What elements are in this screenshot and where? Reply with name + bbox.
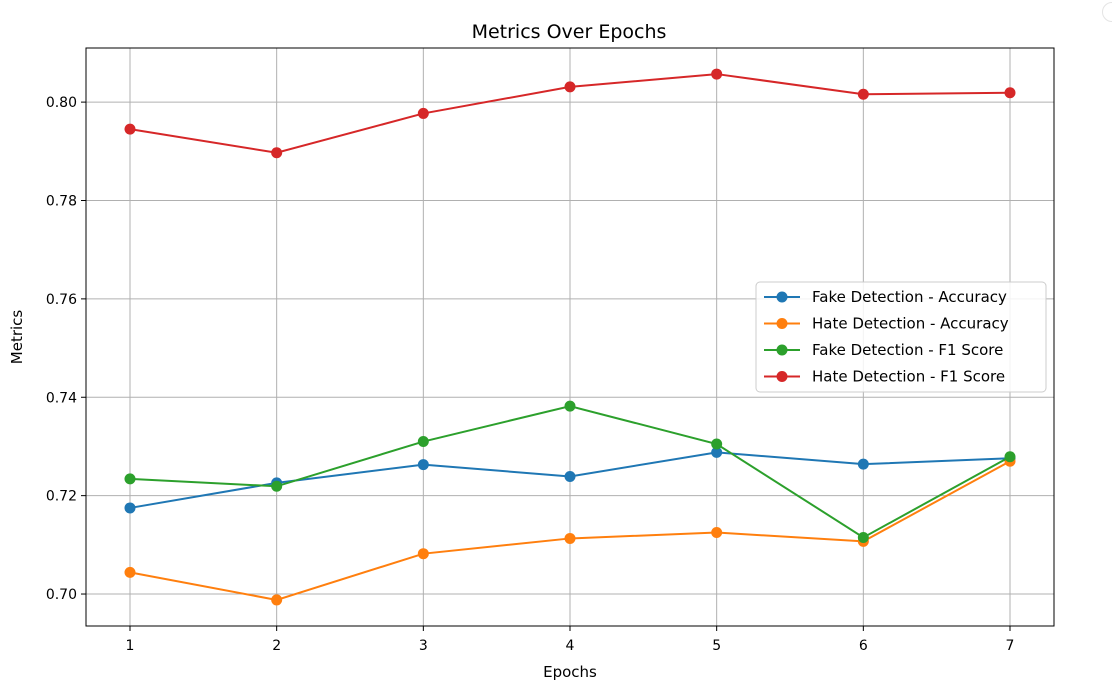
legend-box xyxy=(755,281,1047,393)
legend-marker xyxy=(776,344,788,356)
legend-label: Fake Detection - F1 Score xyxy=(812,341,1003,359)
data-point xyxy=(1004,87,1016,99)
legend-marker xyxy=(776,291,788,303)
series-lines xyxy=(124,68,1016,606)
axis-ticks: 1 2 3 4 5 6 7 0.70 0.72 0.74 0.76 0.78 0.80 xyxy=(46,95,1015,654)
data-point xyxy=(711,438,723,450)
x-tick-label: 3 xyxy=(419,638,428,654)
legend-label: Hate Detection - Accuracy xyxy=(812,315,1009,333)
data-point xyxy=(271,480,283,492)
data-point xyxy=(124,502,136,514)
data-point xyxy=(124,123,136,135)
y-tick-label: 0.78 xyxy=(46,193,77,209)
data-point xyxy=(271,147,283,159)
data-point xyxy=(857,458,869,470)
chart-title: Metrics Over Epochs xyxy=(472,21,667,43)
data-point xyxy=(564,470,576,482)
x-tick-label: 1 xyxy=(126,638,135,654)
x-tick-label: 7 xyxy=(1006,638,1015,654)
data-point xyxy=(564,81,576,93)
data-point xyxy=(711,446,723,458)
x-tick-label: 5 xyxy=(712,638,721,654)
x-tick-label: 6 xyxy=(859,638,868,654)
data-point xyxy=(124,566,136,578)
data-point xyxy=(1004,451,1016,463)
legend: Fake Detection - Accuracy Hate Detection … xyxy=(755,281,1047,393)
y-tick-label: 0.74 xyxy=(46,390,77,406)
legend-marker xyxy=(776,318,788,329)
legend-marker xyxy=(776,371,788,382)
data-point xyxy=(124,473,136,485)
data-point xyxy=(564,532,576,544)
y-tick-label: 0.76 xyxy=(46,292,77,308)
data-point xyxy=(271,594,283,606)
data-point xyxy=(711,68,723,80)
data-point xyxy=(417,436,429,448)
x-axis-label: Epochs xyxy=(543,663,597,681)
legend-label: Hate Detection - F1 Score xyxy=(812,368,1005,386)
x-tick-label: 2 xyxy=(272,638,281,654)
data-point xyxy=(417,548,429,560)
data-point xyxy=(564,400,576,412)
data-point xyxy=(417,107,429,119)
data-point xyxy=(857,88,869,100)
data-point xyxy=(417,459,429,471)
y-tick-label: 0.70 xyxy=(46,587,77,603)
y-axis-label: Metrics xyxy=(8,310,26,365)
data-point xyxy=(711,527,723,539)
x-tick-label: 4 xyxy=(566,638,575,654)
legend-label: Fake Detection - Accuracy xyxy=(812,288,1007,306)
y-tick-label: 0.72 xyxy=(46,489,77,505)
data-point xyxy=(857,531,869,543)
y-tick-label: 0.80 xyxy=(46,95,77,111)
